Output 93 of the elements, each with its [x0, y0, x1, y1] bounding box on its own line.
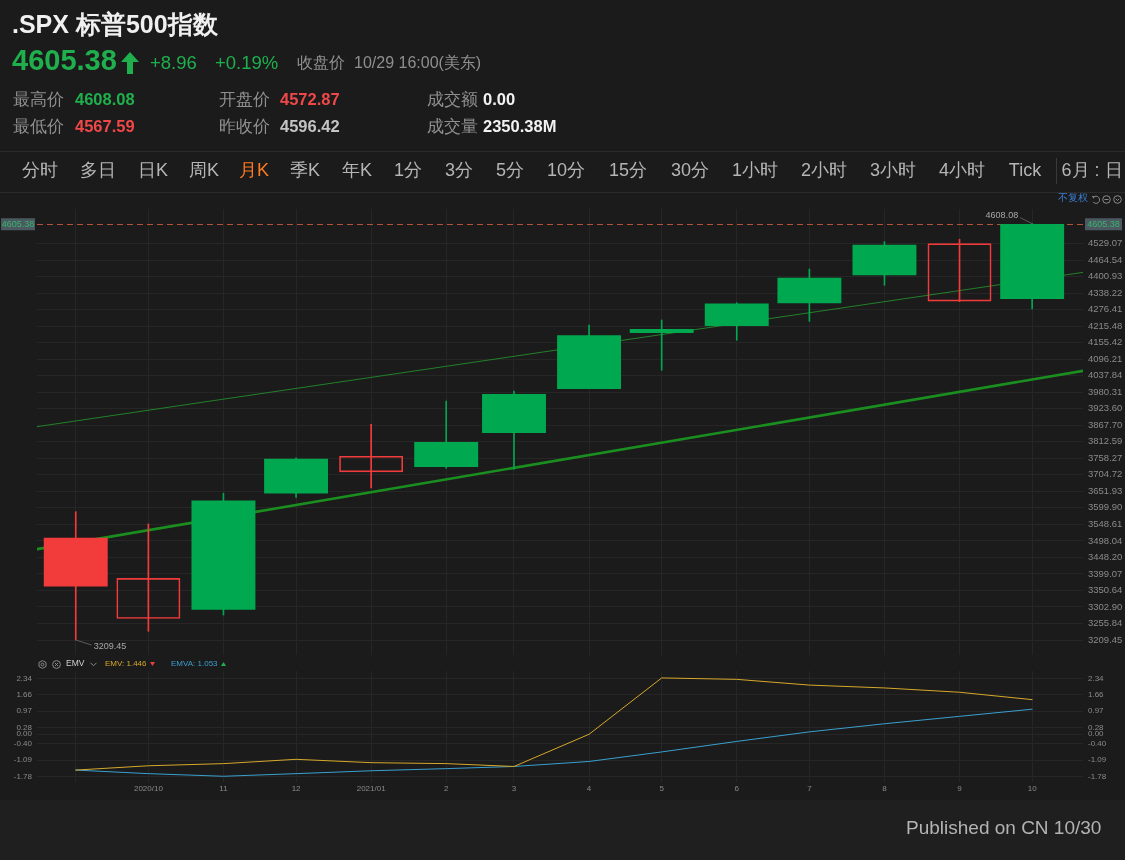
x-tick-label: 8 — [882, 784, 888, 793]
y-tick-label: 4037.84 — [1088, 369, 1123, 381]
text: 最高价 — [13, 90, 64, 109]
y-tick-label: 1.66 — [16, 689, 33, 699]
text: 分时 — [22, 160, 58, 181]
text: 4小时 — [938, 160, 986, 181]
text: 2小时 — [800, 160, 848, 181]
annotation: 4608.08 — [985, 210, 1019, 221]
y-tick-label: 4155.42 — [1088, 336, 1123, 348]
y-tick-label: 4529.07 — [1088, 237, 1123, 249]
text: +0.19% — [215, 52, 279, 74]
text: 周K — [188, 160, 220, 181]
x-tick-label: 5 — [659, 784, 665, 793]
y-tick-label: 3923.60 — [1088, 402, 1123, 414]
x-tick-label: 4 — [586, 784, 592, 793]
y-tick-label: 3302.90 — [1088, 600, 1123, 612]
y-tick-label: 0.97 — [16, 706, 33, 716]
y-tick-label: 3548.61 — [1088, 518, 1123, 530]
y-tick-label: 4096.21 — [1088, 352, 1123, 364]
y-tick-label: 3980.31 — [1088, 385, 1123, 397]
text: 月K — [238, 160, 270, 181]
text: 开盘价 — [219, 90, 270, 109]
y-tick-label: -1.78 — [13, 771, 33, 781]
y-tick-label: 3255.84 — [1088, 617, 1123, 629]
y-tick-label: 3599.90 — [1088, 501, 1123, 513]
y-tick-label: 0.00 — [16, 729, 33, 739]
y-tick-label: 4400.93 — [1088, 270, 1123, 282]
chart-title: EMV — [66, 658, 85, 669]
text: 最低价 — [13, 117, 64, 136]
y-tick-label: 3498.04 — [1088, 534, 1123, 546]
text: 日K — [137, 160, 169, 181]
x-tick-label: 9 — [957, 784, 963, 793]
x-tick-label: 10 — [1027, 784, 1038, 793]
text: 5分 — [495, 160, 525, 181]
text: Published on CN 10/30 — [906, 817, 1102, 839]
x-tick-label: 12 — [291, 784, 302, 793]
y-tick-label: -0.40 — [13, 739, 33, 749]
y-tick-label: 3812.59 — [1088, 435, 1123, 447]
x-tick-label: 6 — [734, 784, 740, 793]
x-tick-label: 7 — [807, 784, 813, 793]
y-tick-label: 4276.41 — [1088, 303, 1123, 315]
text: 10分 — [546, 160, 586, 181]
text: 3小时 — [869, 160, 917, 181]
y-tick-label: 3758.27 — [1088, 451, 1123, 463]
y-tick-label: 0.28 — [16, 722, 33, 732]
y-tick-label: 4464.54 — [1088, 253, 1123, 265]
y-tick-label: 3350.64 — [1088, 584, 1123, 596]
text: 季K — [289, 160, 321, 181]
x-tick-label: 3 — [511, 784, 517, 793]
text: 多日 — [80, 160, 116, 181]
text: 3分 — [444, 160, 474, 181]
text: 10/29 16:00(美东) — [354, 54, 482, 73]
y-tick-label: 4215.48 — [1088, 319, 1123, 331]
text: 4605.38 — [1087, 219, 1120, 230]
y-tick-label: 2.34 — [16, 673, 33, 683]
text: 4596.42 — [280, 117, 340, 136]
y-tick-label: -1.09 — [13, 755, 33, 765]
text: 6月 : 日 — [1061, 160, 1123, 181]
y-tick-label: 3651.93 — [1088, 484, 1123, 496]
x-tick-label: 11 — [219, 784, 229, 793]
text: 1分 — [393, 160, 423, 181]
text: 15分 — [608, 160, 648, 181]
x-tick-label: 2020/10 — [133, 784, 164, 793]
text: Tick — [1008, 160, 1042, 181]
y-tick-label: 3209.45 — [1088, 633, 1123, 645]
text: 4567.59 — [75, 117, 135, 136]
text: 1小时 — [731, 160, 779, 181]
y-tick-label: 3867.70 — [1088, 418, 1123, 430]
y-tick-label: 3704.72 — [1088, 468, 1123, 480]
annotation: 3209.45 — [93, 640, 127, 651]
text: 30分 — [670, 160, 710, 181]
text: 不复权 — [1058, 192, 1088, 204]
candlestick — [629, 319, 694, 371]
y-tick-label: 3448.20 — [1088, 551, 1123, 563]
text: 4608.08 — [75, 90, 135, 109]
text: +8.96 — [150, 52, 197, 74]
ref-line-label: 4605.38 — [1, 219, 35, 230]
text: 昨收价 — [219, 117, 270, 136]
x-tick-label: 2 — [443, 784, 449, 793]
text: EMVA: 1.053 — [171, 659, 218, 669]
text: 收盘价 — [297, 54, 345, 73]
text: 0.00 — [483, 90, 516, 109]
y-tick-label: 3399.07 — [1088, 567, 1123, 579]
text: 4605.38 — [12, 44, 117, 78]
text: 2350.38M — [483, 117, 557, 136]
text: .SPX 标普500指数 — [12, 10, 218, 39]
text: EMV: 1.446 — [105, 659, 147, 669]
y-tick-label: 4338.22 — [1088, 286, 1123, 298]
x-tick-label: 2021/01 — [356, 784, 387, 793]
text: 成交额 — [427, 90, 478, 109]
text: 4572.87 — [280, 90, 340, 109]
text: 成交量 — [427, 117, 478, 136]
text: 年K — [341, 160, 373, 181]
